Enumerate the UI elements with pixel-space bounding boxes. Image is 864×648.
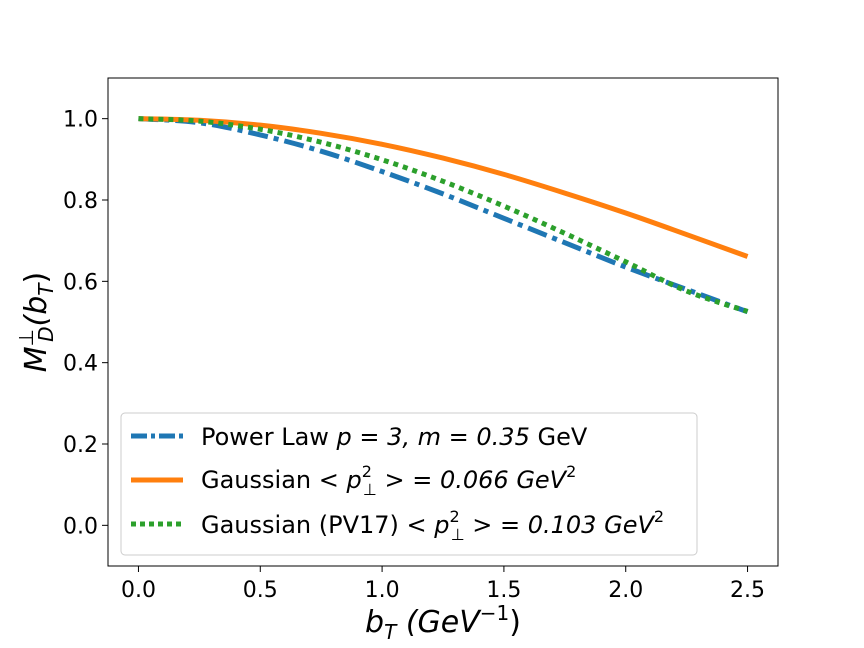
legend-power-law-prefix: Power Law — [201, 423, 337, 451]
legend-entry-pv17: Gaussian (PV17) < p2 ⊥ > = 0.103 GeV2 — [201, 507, 664, 544]
series-layer — [138, 116, 749, 315]
legend-gaussian-math-b: > = 0.066 — [377, 466, 516, 494]
legend-gaussian-unit: GeV — [516, 466, 567, 494]
x-tick-label: 2.5 — [730, 578, 765, 603]
y-axis-ticks: 0.0 0.2 0.4 0.6 0.8 1.0 — [63, 108, 108, 539]
legend-gaussian-unit-sup: 2 — [566, 462, 576, 481]
legend-pv17-math-a: < p — [407, 511, 450, 539]
y-axis-label-sup: ⊥ — [14, 329, 38, 346]
y-axis-label-close: ) — [19, 272, 54, 284]
legend-pv17-sup: 2 — [450, 507, 460, 526]
x-axis-label-exp: −1 — [480, 601, 509, 625]
x-tick-label: 1.5 — [486, 578, 521, 603]
legend-gaussian-prefix: Gaussian — [201, 466, 319, 494]
y-tick-label: 0.6 — [63, 270, 98, 295]
x-axis-label-close: ) — [509, 605, 521, 640]
x-axis-label: bT (GeV−1) — [365, 601, 521, 644]
legend-pv17-sub: ⊥ — [451, 525, 465, 544]
x-tick-label: 1.0 — [365, 578, 400, 603]
y-tick-label: 0.8 — [63, 189, 98, 214]
series-line-1 — [138, 116, 749, 259]
x-tick-label: 0.5 — [243, 578, 278, 603]
legend-frame — [120, 412, 698, 556]
legend-entry-power-law: Power Law p = 3, m = 0.35 GeV — [201, 423, 588, 451]
y-tick-label: 0.2 — [63, 433, 98, 458]
legend-gaussian-math-a: < p — [319, 466, 362, 494]
legend-pv17-unit-sup: 2 — [654, 507, 664, 526]
legend-pv17-math-b: > = 0.103 — [465, 511, 604, 539]
y-axis-label-sub: D — [34, 326, 58, 341]
series-line-2 — [138, 116, 749, 314]
x-axis-label-sub: T — [384, 620, 398, 644]
y-axis-label-main: M — [19, 346, 54, 372]
x-axis-label-paren: (GeV — [396, 605, 482, 640]
y-axis-label-paren: (b — [19, 296, 54, 327]
y-tick-label: 0.4 — [63, 352, 98, 377]
legend-power-law-unit: GeV — [530, 423, 588, 451]
legend-gaussian-sub: ⊥ — [363, 480, 377, 499]
x-tick-label: 2.0 — [608, 578, 643, 603]
legend: Power Law p = 3, m = 0.35 GeV Gaussian <… — [120, 412, 698, 556]
legend-gaussian-sup: 2 — [362, 462, 372, 481]
y-tick-label: 0.0 — [63, 514, 98, 539]
legend-pv17-unit: GeV — [604, 511, 655, 539]
series-line-0 — [138, 116, 749, 315]
x-axis-label-main: b — [365, 605, 384, 640]
x-axis-ticks: 0.0 0.5 1.0 1.5 2.0 2.5 — [121, 566, 765, 603]
x-tick-label: 0.0 — [121, 578, 156, 603]
y-tick-label: 1.0 — [63, 108, 98, 133]
legend-entry-gaussian: Gaussian < p2 ⊥ > = 0.066 GeV2 — [201, 462, 576, 499]
plot-frame — [107, 77, 779, 567]
y-axis-label-sub2: T — [34, 282, 58, 296]
legend-power-law-math: p = 3, m = 0.35 — [336, 423, 530, 451]
y-axis-label: M⊥D(bT) — [14, 272, 58, 372]
legend-pv17-prefix: Gaussian (PV17) — [201, 511, 407, 539]
